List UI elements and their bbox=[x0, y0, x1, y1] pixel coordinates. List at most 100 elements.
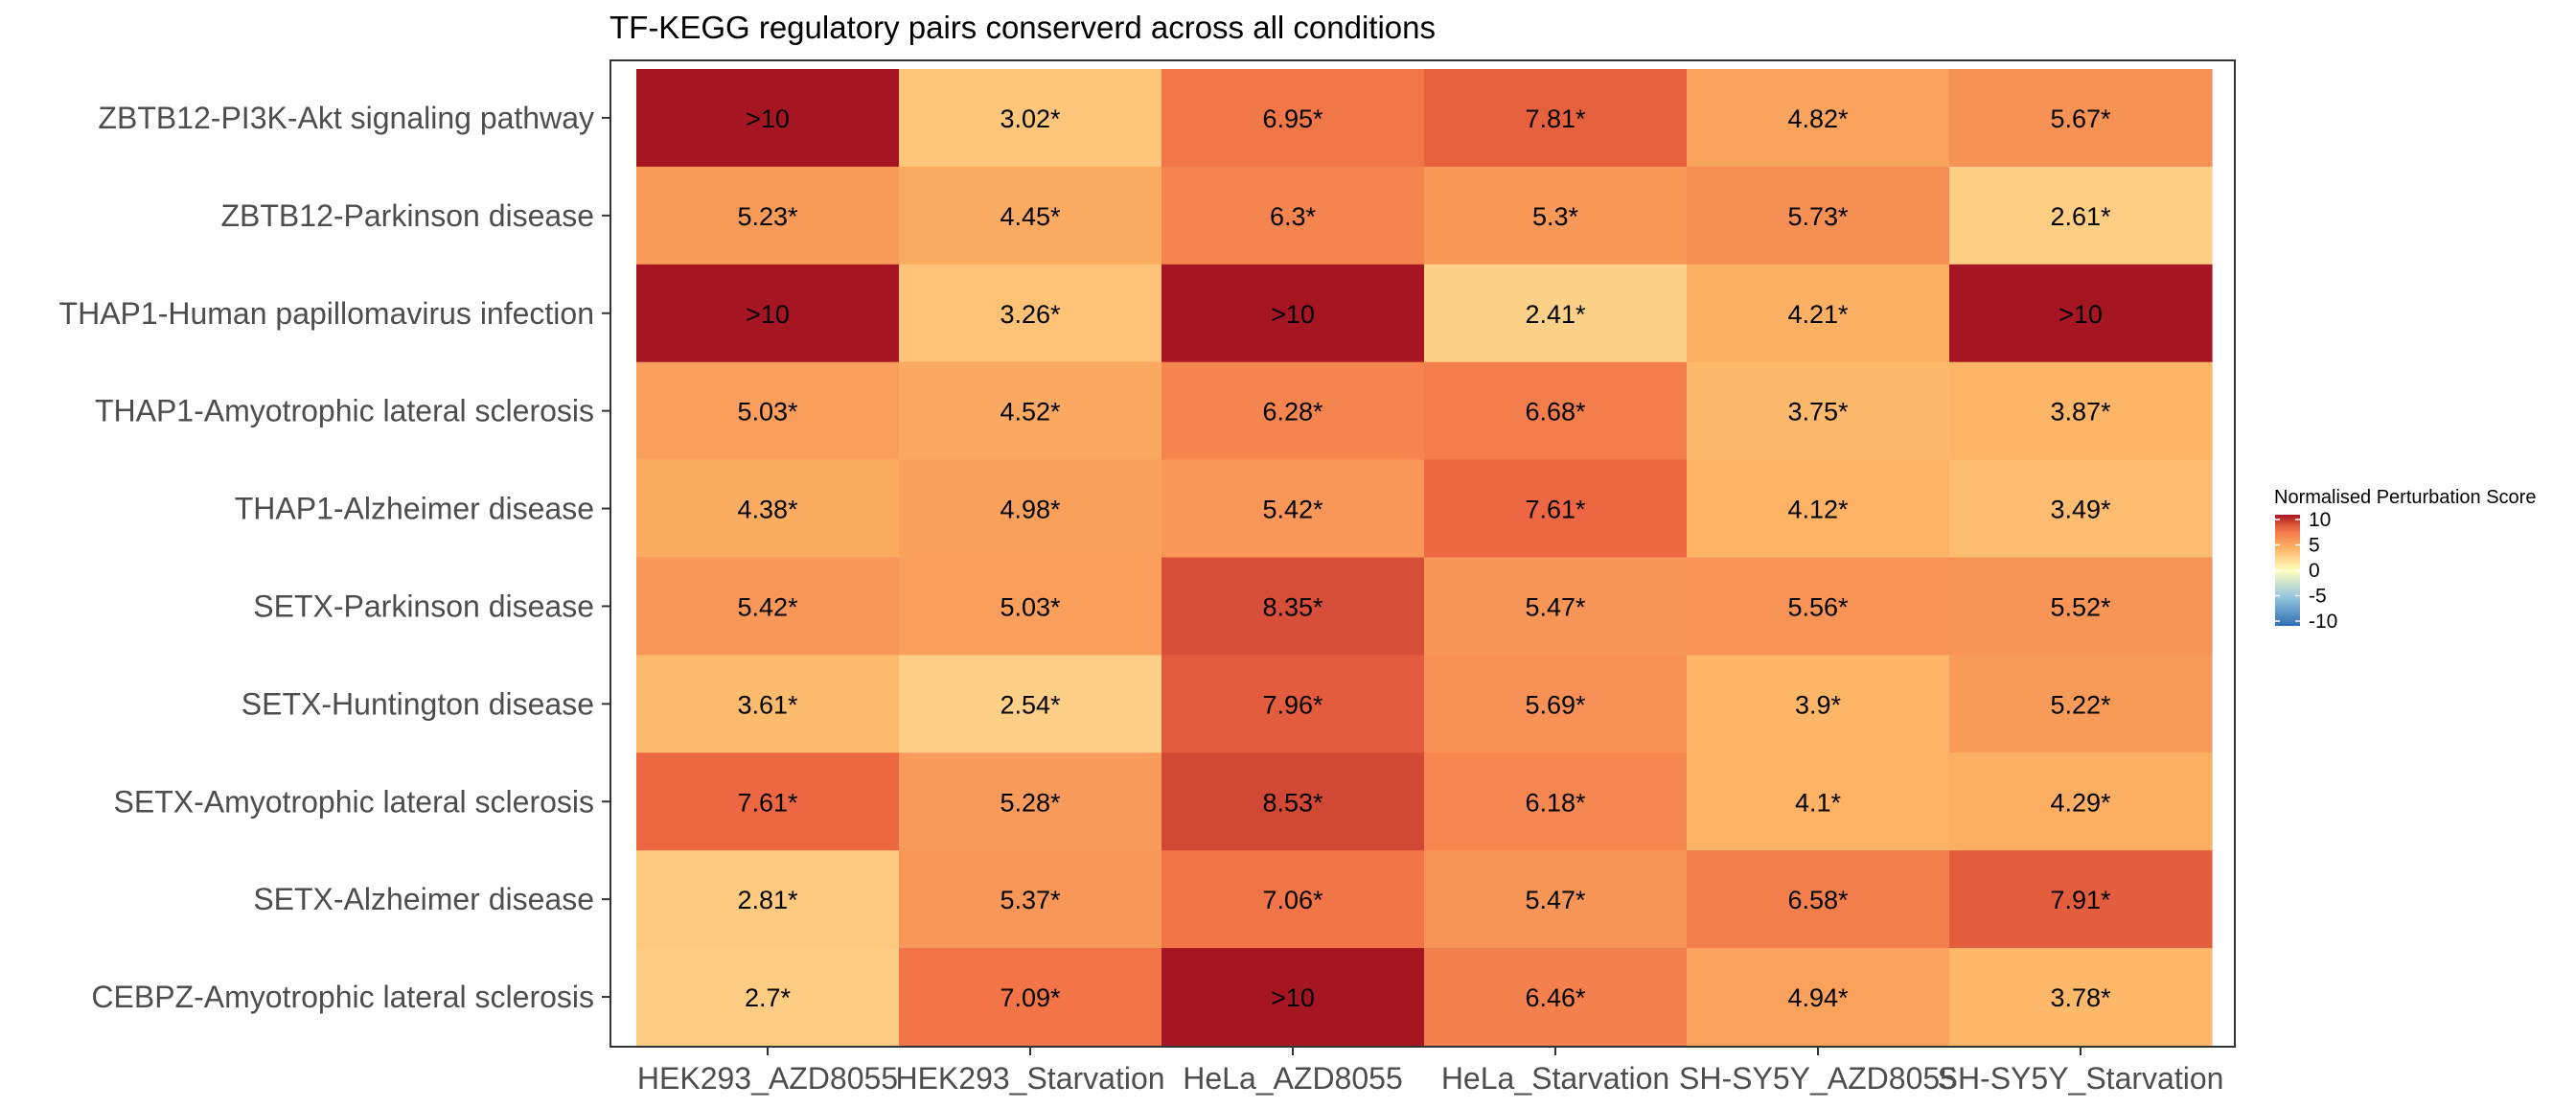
heatmap-cell bbox=[636, 69, 900, 168]
heatmap-cell bbox=[1162, 752, 1425, 851]
cell-value-label: 6.28* bbox=[1262, 398, 1323, 427]
y-axis: ZBTB12-PI3K-Akt signaling pathway ZBTB12-… bbox=[59, 101, 610, 1014]
heatmap-cell bbox=[636, 948, 900, 1047]
cell-value-label: 5.42* bbox=[737, 592, 798, 621]
cell-value-label: 4.29* bbox=[2050, 788, 2111, 817]
cell-value-label: 7.61* bbox=[737, 788, 798, 817]
cell-value-label: 7.09* bbox=[1000, 983, 1061, 1012]
heatmap-cell bbox=[1949, 752, 2213, 851]
heatmap-cell bbox=[636, 850, 900, 949]
y-tick-label: CEBPZ-Amyotrophic lateral sclerosis bbox=[91, 980, 594, 1014]
cell-value-label: 5.22* bbox=[2050, 690, 2111, 719]
cell-value-label: 3.61* bbox=[737, 690, 798, 719]
x-tick-label: SH-SY5Y_Starvation bbox=[1938, 1061, 2224, 1096]
y-tick-label: THAP1-Amyotrophic lateral sclerosis bbox=[95, 394, 594, 428]
heatmap-cell bbox=[1424, 655, 1688, 753]
cell-value-label: 4.52* bbox=[1000, 398, 1061, 427]
heatmap-cell bbox=[1424, 948, 1688, 1047]
heatmap-cell bbox=[636, 655, 900, 753]
heatmap-cell bbox=[1424, 166, 1688, 266]
y-tick-label: THAP1-Alzheimer disease bbox=[235, 492, 594, 526]
x-tick-label: HeLa_Starvation bbox=[1441, 1061, 1669, 1096]
cell-value-label: 5.28* bbox=[1000, 788, 1061, 817]
cell-value-label: >10 bbox=[1271, 983, 1315, 1012]
cell-value-label: 4.12* bbox=[1787, 496, 1849, 524]
legend-tick-label: 0 bbox=[2309, 560, 2320, 582]
cell-value-label: 2.54* bbox=[1000, 690, 1061, 719]
heatmap-cell bbox=[899, 557, 1162, 656]
cell-value-label: 2.7* bbox=[745, 983, 792, 1012]
y-tick-label: THAP1-Human papillomavirus infection bbox=[59, 296, 594, 331]
cell-value-label: 5.52* bbox=[2050, 592, 2111, 621]
legend-tick-label: 5 bbox=[2309, 535, 2320, 557]
heatmap-cell bbox=[1949, 361, 2213, 461]
cell-value-label: 7.91* bbox=[2050, 886, 2111, 914]
heatmap-cell bbox=[1949, 69, 2213, 168]
cell-value-label: 4.82* bbox=[1787, 104, 1849, 133]
cell-value-label: 6.46* bbox=[1525, 983, 1586, 1012]
x-tick-label: HEK293_Starvation bbox=[895, 1061, 1164, 1096]
heatmap-cell bbox=[1949, 557, 2213, 656]
heatmap-cell-labels: >10 3.02* 6.95* 7.81* 4.82* 5.67* 5.23* 4.45* 6.… bbox=[737, 104, 2111, 1012]
heatmap-cell bbox=[1949, 655, 2213, 753]
legend-tick-label: -5 bbox=[2309, 586, 2327, 608]
heatmap-cell bbox=[1424, 850, 1688, 949]
heatmap-cell bbox=[1687, 557, 1950, 656]
cell-value-label: 6.18* bbox=[1525, 788, 1586, 817]
cell-value-label: 7.61* bbox=[1525, 496, 1586, 524]
cell-value-label: 4.21* bbox=[1787, 300, 1849, 329]
x-tick-label: HEK293_AZD8055 bbox=[637, 1061, 898, 1096]
heatmap-cell bbox=[1687, 264, 1950, 363]
cell-value-label: 5.03* bbox=[1000, 592, 1061, 621]
cell-value-label: 5.42* bbox=[1262, 496, 1323, 524]
x-tick-label: HeLa_AZD8055 bbox=[1183, 1061, 1402, 1096]
heatmap-cell bbox=[899, 850, 1162, 949]
heatmap-cell bbox=[1424, 361, 1688, 461]
heatmap-cell bbox=[1424, 264, 1688, 363]
heatmap-cell bbox=[1949, 166, 2213, 266]
heatmap-cell bbox=[636, 557, 900, 656]
cell-value-label: 5.03* bbox=[737, 398, 798, 427]
cell-value-label: 7.96* bbox=[1262, 690, 1323, 719]
cell-value-label: 5.47* bbox=[1525, 592, 1586, 621]
cell-value-label: 5.73* bbox=[1787, 202, 1849, 231]
color-legend: Normalised Perturbation Score 10 5 0 -5 -10 bbox=[2274, 487, 2536, 633]
cell-value-label: 5.37* bbox=[1000, 886, 1061, 914]
cell-value-label: 8.53* bbox=[1262, 788, 1323, 817]
heatmap-cell bbox=[1424, 752, 1688, 851]
cell-value-label: 4.1* bbox=[1795, 788, 1842, 817]
y-tick-label: ZBTB12-PI3K-Akt signaling pathway bbox=[98, 101, 594, 135]
cell-value-label: 5.56* bbox=[1787, 592, 1849, 621]
y-tick-label: SETX-Amyotrophic lateral sclerosis bbox=[114, 784, 594, 819]
heatmap-cell bbox=[1162, 361, 1425, 461]
heatmap-cell bbox=[1687, 69, 1950, 168]
heatmap-cell bbox=[636, 459, 900, 559]
heatmap-cell bbox=[636, 752, 900, 851]
heatmap-cell bbox=[899, 166, 1162, 266]
cell-value-label: 6.3* bbox=[1270, 202, 1317, 231]
heatmap-cell bbox=[1687, 459, 1950, 559]
heatmap-cell bbox=[899, 655, 1162, 753]
heatmap-cell bbox=[899, 264, 1162, 363]
y-tick-label: SETX-Parkinson disease bbox=[253, 589, 594, 623]
y-tick-label: ZBTB12-Parkinson disease bbox=[220, 198, 594, 233]
heatmap-cell bbox=[1424, 69, 1688, 168]
heatmap-cell bbox=[1424, 459, 1688, 559]
cell-value-label: 5.69* bbox=[1525, 690, 1586, 719]
heatmap-cells bbox=[636, 69, 2213, 1047]
cell-value-label: >10 bbox=[746, 104, 790, 133]
legend-tick-label: 10 bbox=[2309, 509, 2331, 531]
heatmap-cell bbox=[636, 361, 900, 461]
cell-value-label: 4.38* bbox=[737, 496, 798, 524]
legend-tick-label: -10 bbox=[2309, 611, 2337, 633]
legend-ticks: 10 5 0 -5 -10 bbox=[2275, 509, 2337, 633]
cell-value-label: 3.78* bbox=[2050, 983, 2111, 1012]
panel-border bbox=[610, 59, 2236, 1048]
cell-value-label: 2.81* bbox=[737, 886, 798, 914]
cell-value-label: 5.3* bbox=[1532, 202, 1579, 231]
cell-value-label: 5.47* bbox=[1525, 886, 1586, 914]
heatmap-cell bbox=[1687, 850, 1950, 949]
cell-value-label: 3.26* bbox=[1000, 300, 1061, 329]
